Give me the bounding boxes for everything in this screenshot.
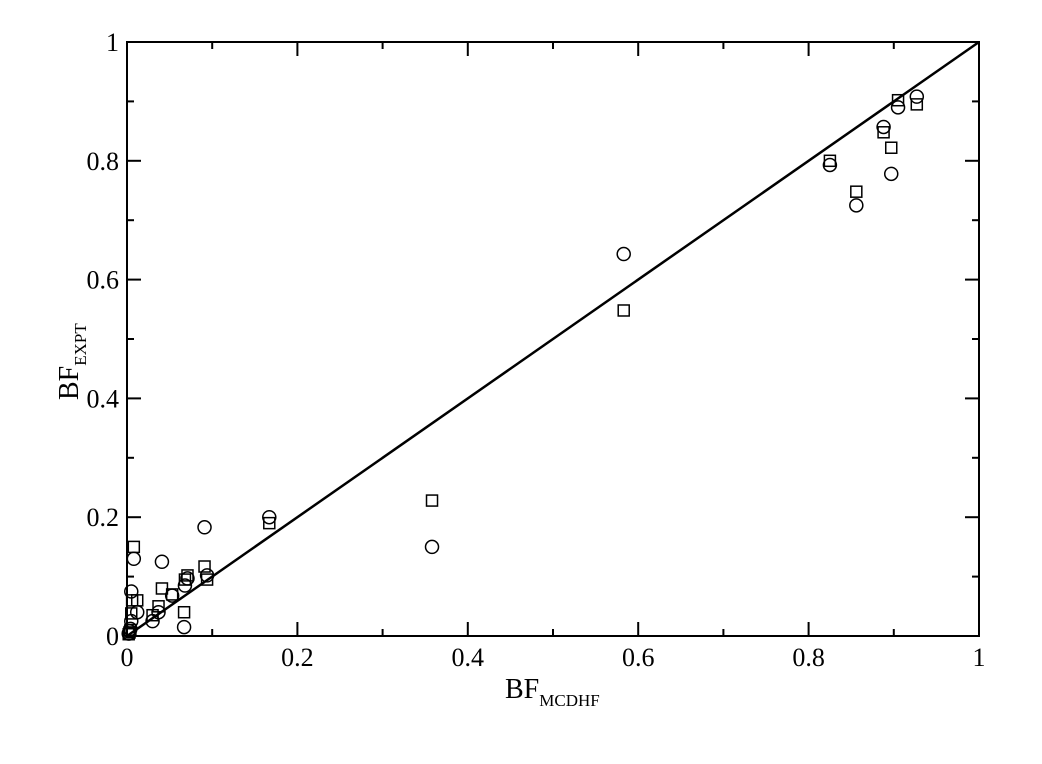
marks-layer [121, 89, 925, 641]
square-marker [850, 185, 863, 198]
y-tick-label: 0.2 [87, 503, 120, 532]
circle-marker [262, 509, 277, 525]
x-axis-title-sub: MCDHF [539, 691, 599, 710]
circle-marker [151, 604, 166, 620]
x-tick-label: 0.4 [452, 643, 485, 672]
y-tick-label: 0.4 [87, 384, 120, 413]
y-axis-title-main: BF [54, 366, 85, 400]
square-marker [617, 304, 630, 317]
x-tick-label: 0 [121, 643, 134, 672]
square-marker [125, 607, 138, 620]
x-tick-label: 1 [973, 643, 986, 672]
reference-line [126, 40, 980, 638]
circle-marker [164, 588, 180, 603]
square-marker [127, 540, 141, 554]
square-marker [152, 600, 165, 613]
circle-marker [424, 539, 440, 555]
y-axis-title-sub: EXPT [71, 323, 90, 366]
x-tick-label: 0.2 [281, 643, 314, 672]
circle-marker [129, 604, 145, 620]
circle-marker [876, 119, 891, 135]
square-marker [177, 605, 191, 619]
circle-marker [822, 157, 838, 173]
square-marker [263, 516, 276, 530]
circle-marker [909, 89, 925, 104]
x-tick-label: 0.8 [792, 643, 825, 672]
circle-marker [890, 100, 906, 115]
y-tick-label: 0 [106, 622, 119, 651]
square-marker [884, 141, 898, 154]
y-tick-label: 0.6 [87, 266, 120, 295]
y-tick-label: 0.8 [87, 147, 120, 176]
square-marker [823, 154, 837, 168]
x-tick-label: 0.6 [622, 643, 655, 672]
circle-marker [126, 551, 142, 567]
x-axis-title-main: BF [505, 674, 539, 705]
circle-marker [849, 198, 864, 213]
square-marker [891, 93, 905, 107]
reference-line-layer [126, 40, 980, 638]
square-marker [877, 126, 890, 139]
circle-marker [154, 554, 170, 569]
y-axis-title: BFEXPT [54, 323, 90, 400]
circle-marker [197, 520, 212, 535]
circle-marker [176, 619, 192, 635]
y-tick-label: 1 [106, 28, 119, 57]
circle-marker [616, 246, 631, 262]
square-marker [198, 560, 211, 573]
square-marker [425, 494, 439, 507]
circle-marker [180, 571, 195, 586]
circle-marker [124, 584, 139, 599]
x-axis-title: BFMCDHF [505, 674, 600, 710]
circle-marker [883, 166, 899, 182]
circle-marker [177, 578, 193, 593]
square-marker [910, 98, 924, 111]
plot-frame [126, 41, 980, 637]
circle-marker [199, 568, 215, 583]
